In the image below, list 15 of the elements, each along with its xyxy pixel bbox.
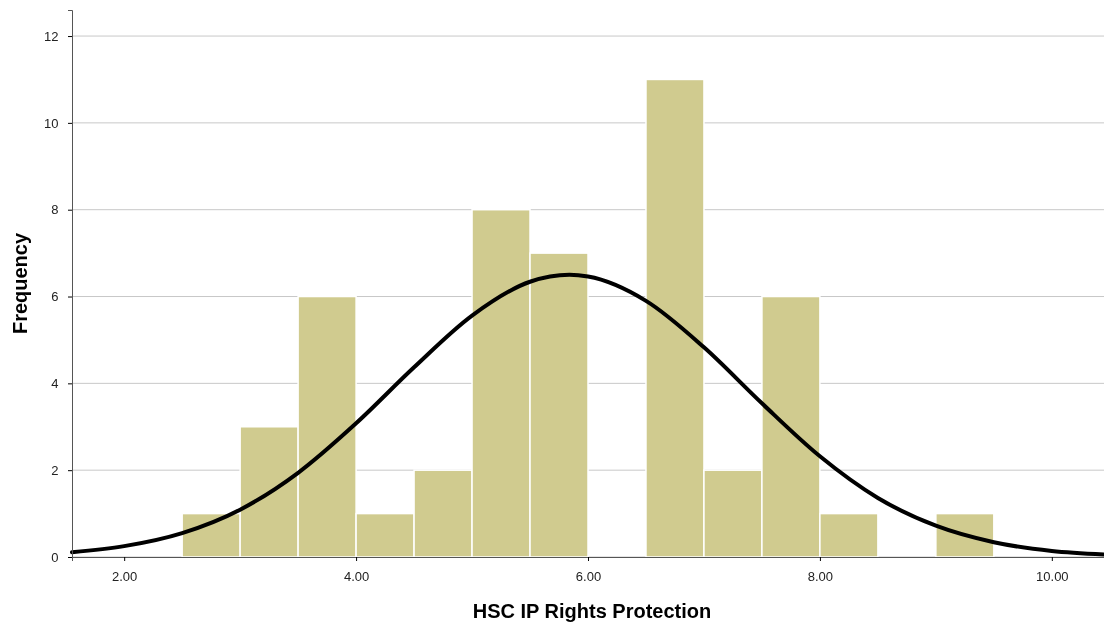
y-tick-label: 2 bbox=[51, 462, 59, 478]
x-tick-label: 6.00 bbox=[575, 568, 602, 584]
y-tick-label: 10 bbox=[44, 115, 59, 131]
x-axis-title: HSC IP Rights Protection bbox=[472, 600, 712, 622]
x-tick-label: 8.00 bbox=[807, 568, 834, 584]
line-series bbox=[70, 272, 1104, 557]
y-tick-label: 4 bbox=[51, 376, 59, 392]
y-tick-label: 8 bbox=[51, 202, 59, 218]
y-tick-label: 6 bbox=[51, 289, 59, 305]
y-tick-label: 0 bbox=[51, 549, 59, 565]
y-axis-title: Frequency bbox=[9, 232, 31, 335]
x-tick-label: 10.00 bbox=[1036, 568, 1069, 584]
x-tick-label: 4.00 bbox=[343, 568, 370, 584]
x-tick-label: 2.00 bbox=[112, 568, 138, 584]
y-tick-label: 12 bbox=[44, 28, 59, 44]
